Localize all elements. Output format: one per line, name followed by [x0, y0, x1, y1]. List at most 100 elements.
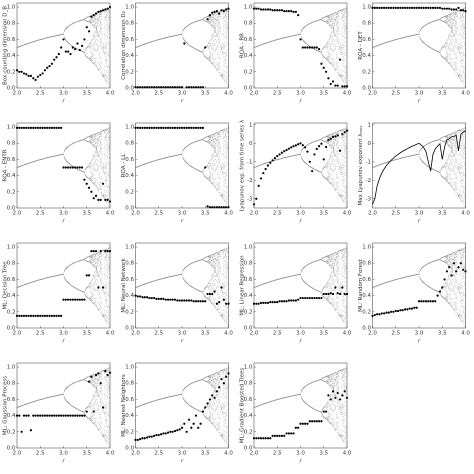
point	[50, 62, 53, 65]
point	[208, 14, 211, 17]
point	[378, 313, 381, 316]
y-tick-label: 0.6	[362, 277, 371, 283]
point	[25, 73, 28, 76]
point	[53, 126, 56, 129]
panel: 2.0 2.5 3.0 3.5 4.0 0.0 0.2 0.4 0.6 0.8 1.0 r RQA - …	[121, 122, 233, 225]
point	[164, 126, 167, 129]
point	[87, 186, 91, 189]
point	[157, 126, 160, 129]
point	[43, 414, 47, 417]
x-tick-label: 4.0	[224, 91, 233, 97]
bifurcation-backdrop	[17, 367, 111, 448]
point	[385, 6, 388, 9]
point	[283, 150, 286, 153]
point	[185, 86, 188, 89]
point	[285, 432, 288, 435]
point	[280, 300, 283, 303]
point	[148, 435, 151, 438]
point	[462, 268, 465, 271]
point	[213, 396, 216, 399]
point	[338, 58, 342, 61]
point	[266, 164, 270, 167]
point	[192, 126, 195, 129]
point	[192, 86, 195, 89]
panel: 2.0 2.5 3.0 3.5 4.0 -3 -2 -1 0 1 r Lyapunov exp. fr…	[240, 119, 352, 225]
point	[324, 410, 328, 413]
y-tick-label: 0.8	[244, 261, 253, 267]
point	[373, 6, 376, 9]
point	[39, 314, 42, 317]
bifurcation-backdrop	[254, 247, 348, 328]
point	[376, 6, 379, 9]
y-tick-label: 0.4	[125, 293, 134, 299]
point	[327, 394, 330, 397]
point	[55, 126, 58, 129]
point	[173, 86, 177, 89]
point	[343, 292, 346, 296]
point	[318, 420, 321, 423]
point	[287, 147, 290, 150]
point	[438, 6, 442, 9]
y-tick-label: 0.0	[7, 326, 16, 332]
plot-frame	[135, 362, 229, 449]
point	[162, 297, 165, 300]
point	[278, 153, 281, 156]
y-tick-label: 0.8	[125, 141, 134, 147]
point	[55, 56, 58, 59]
point	[206, 18, 209, 21]
point	[211, 11, 214, 14]
y-tick-label: 0.4	[125, 173, 134, 179]
point	[222, 298, 225, 301]
point	[39, 73, 42, 77]
point	[34, 126, 37, 129]
point	[220, 378, 223, 381]
point	[394, 6, 397, 9]
point	[22, 314, 26, 317]
x-axis-label: r	[418, 99, 421, 105]
point	[255, 437, 258, 440]
point	[53, 314, 56, 317]
point	[197, 300, 200, 303]
point	[406, 6, 409, 9]
point	[176, 86, 179, 89]
y-tick-label: 0.0	[7, 86, 16, 92]
point	[101, 182, 105, 185]
y-tick-label: 0.8	[244, 381, 253, 387]
x-tick-label: 4.0	[343, 211, 352, 217]
x-tick-label: 4.0	[343, 451, 352, 457]
point	[41, 314, 44, 317]
point	[415, 6, 418, 9]
point	[213, 290, 216, 293]
x-axis-label: r	[299, 459, 302, 465]
y-tick-label: 0.4	[7, 413, 16, 419]
point	[269, 300, 272, 304]
point	[162, 86, 165, 89]
point	[67, 414, 70, 417]
point	[136, 126, 139, 129]
point	[322, 158, 325, 161]
point	[180, 126, 184, 129]
x-tick-label: 3.5	[438, 331, 447, 337]
point	[159, 126, 163, 129]
x-tick-label: 3.5	[438, 211, 447, 217]
y-axis-label: Max Lyapunov exponent λₘₐₓ	[358, 125, 364, 206]
point	[213, 10, 216, 14]
point	[155, 126, 158, 129]
bifurcation-backdrop	[254, 127, 348, 208]
point	[148, 296, 151, 300]
point	[215, 9, 218, 13]
point	[69, 166, 72, 169]
point	[20, 314, 23, 317]
point	[153, 126, 156, 129]
point	[306, 150, 309, 153]
point	[153, 296, 156, 300]
plot-frame	[135, 122, 229, 209]
y-axis-label: ML: Gaussian Process	[3, 376, 9, 435]
point	[90, 249, 93, 253]
point	[104, 8, 107, 11]
point	[264, 8, 267, 11]
point	[273, 300, 277, 304]
point	[259, 437, 263, 440]
y-tick-label: 0.4	[125, 413, 134, 419]
point	[141, 126, 144, 129]
